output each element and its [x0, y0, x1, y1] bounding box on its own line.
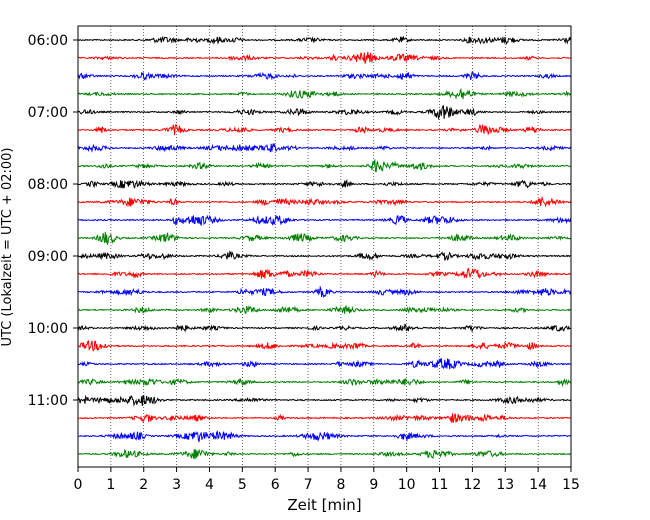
- seismic-traces: [77, 35, 572, 460]
- x-axis-ticks: 0 1 2 3 4 5 6 7 8 9 10 11 12 13 14 15: [74, 467, 580, 493]
- x-tick-label: 4: [205, 477, 214, 493]
- y-axis-ticks: 06:00 07:00 08:00 09:00 10:00 11:00: [28, 33, 78, 409]
- seismic-trace: [77, 159, 572, 173]
- seismic-trace: [77, 123, 572, 136]
- seismic-trace: [77, 340, 572, 352]
- x-tick-label: 15: [562, 477, 580, 493]
- y-axis-label: UTC (Lokalzeit = UTC + 02:00): [0, 148, 15, 347]
- y-tick-label: 06:00: [28, 33, 68, 49]
- seismic-trace: [77, 304, 572, 314]
- seismic-trace: [77, 250, 571, 261]
- y-tick-label: 10:00: [28, 321, 68, 337]
- seismic-trace: [77, 87, 572, 100]
- x-axis-label: Zeit [min]: [287, 496, 361, 514]
- seismic-trace: [77, 413, 571, 423]
- seismic-trace: [77, 104, 571, 121]
- seismic-trace: [77, 214, 572, 227]
- seismic-trace: [77, 195, 572, 208]
- x-tick-label: 13: [496, 477, 514, 493]
- seismic-trace: [77, 430, 571, 443]
- seismic-trace: [77, 142, 572, 153]
- seismic-trace: [77, 358, 571, 370]
- seismic-trace: [77, 285, 572, 299]
- x-tick-label: 1: [106, 477, 115, 493]
- plot-background: [78, 26, 571, 467]
- plot-frame: [77, 25, 572, 468]
- seismic-trace: [77, 377, 572, 388]
- seismic-trace: [77, 71, 572, 81]
- seismic-trace: [77, 35, 572, 45]
- seismic-trace: [77, 394, 572, 407]
- x-tick-label: 12: [463, 477, 481, 493]
- x-tick-label: 11: [431, 477, 449, 493]
- x-tick-label: 10: [398, 477, 416, 493]
- x-tick-label: 5: [238, 477, 247, 493]
- x-tick-label: 2: [139, 477, 148, 493]
- y-tick-label: 08:00: [28, 177, 68, 193]
- x-tick-label: 7: [304, 477, 313, 493]
- seismic-trace: [77, 448, 571, 460]
- x-tick-label: 6: [271, 477, 280, 493]
- seismic-trace: [77, 231, 572, 245]
- x-tick-label: 14: [529, 477, 547, 493]
- y-tick-label: 09:00: [28, 249, 68, 265]
- y-tick-label: 11:00: [28, 393, 68, 409]
- seismic-trace: [77, 267, 571, 280]
- x-tick-label: 0: [74, 477, 83, 493]
- x-tick-label: 3: [172, 477, 181, 493]
- seismic-trace: [77, 323, 571, 333]
- y-tick-label: 07:00: [28, 105, 68, 121]
- x-tick-label: 9: [369, 477, 378, 493]
- seismic-trace: [77, 179, 572, 189]
- seismic-trace: [77, 51, 571, 64]
- x-tick-label: 8: [336, 477, 345, 493]
